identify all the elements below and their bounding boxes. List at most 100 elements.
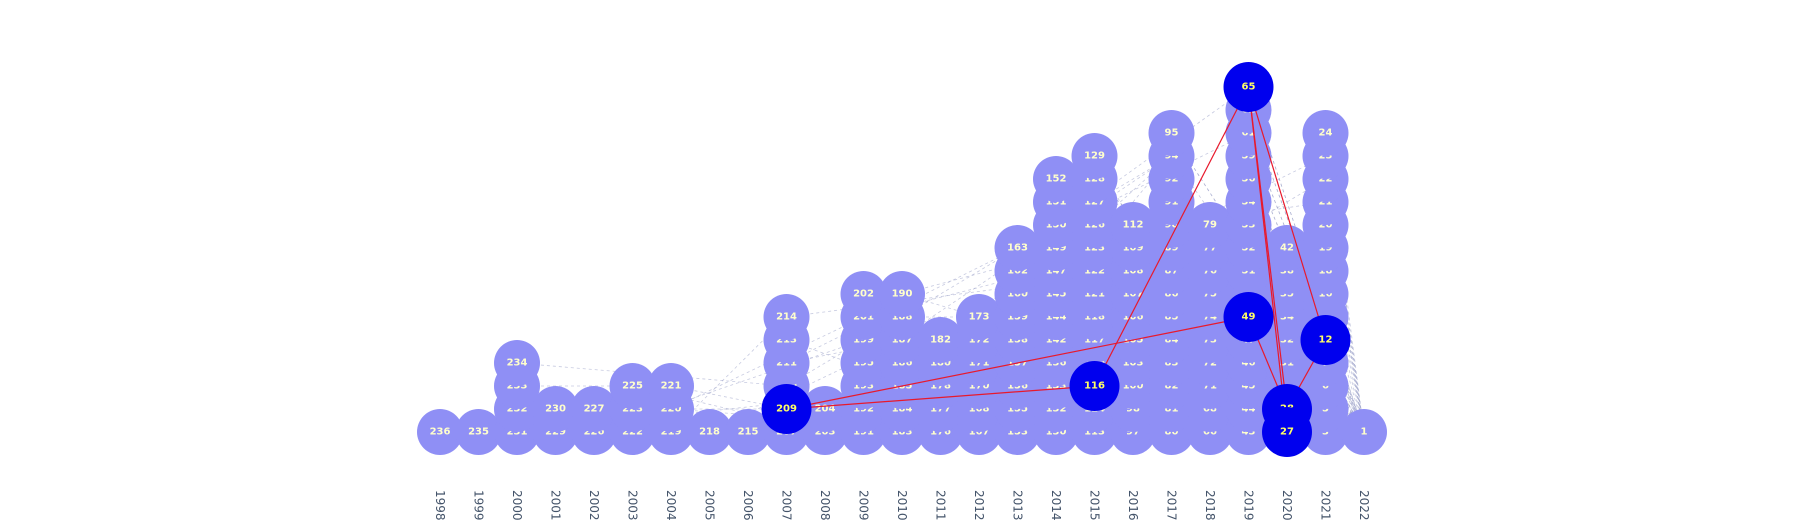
paper-node-label: 94 (1165, 151, 1179, 162)
paper-node[interactable]: 204 (802, 386, 848, 432)
highlight-edges (786, 86, 1327, 433)
paper-node[interactable]: 218 (686, 409, 733, 455)
paper-node-label: 118 (1084, 312, 1105, 323)
paper-node-circle[interactable] (1110, 202, 1156, 248)
paper-node-label: 152 (1046, 174, 1067, 185)
paper-node-label: 77 (1203, 243, 1217, 254)
paper-node-label: 202 (853, 289, 874, 300)
paper-node[interactable]: 79 (1187, 202, 1233, 248)
paper-node-circle[interactable] (802, 386, 848, 432)
paper-node-label: 177 (930, 404, 951, 415)
paper-node-label: 142 (1046, 335, 1067, 346)
paper-node-label: 21 (1319, 197, 1333, 208)
paper-node-circle[interactable] (763, 294, 810, 340)
paper-node-label: 56 (1242, 174, 1256, 185)
highlighted-node-circle[interactable] (761, 384, 812, 434)
paper-node-label: 230 (545, 404, 566, 415)
paper-node-circle[interactable] (917, 317, 964, 363)
year-label: 2022 (1357, 490, 1371, 521)
paper-node-label: 130 (1046, 427, 1067, 438)
paper-node-label: 176 (930, 427, 951, 438)
highlighted-paper-node[interactable]: 27 (1262, 407, 1312, 457)
paper-node-circle[interactable] (840, 271, 887, 317)
highlighted-node-circle[interactable] (1262, 407, 1312, 457)
paper-node-label: 187 (892, 335, 913, 346)
paper-node-label: 68 (1203, 404, 1217, 415)
highlighted-node-circle[interactable] (1300, 315, 1351, 365)
paper-node-circle[interactable] (1264, 225, 1310, 271)
highlighted-node-circle[interactable] (1223, 62, 1274, 112)
paper-node-label: 201 (853, 312, 874, 323)
year-label: 2001 (549, 490, 563, 521)
paper-node-label: 75 (1203, 289, 1217, 300)
paper-node[interactable]: 95 (1148, 110, 1195, 156)
paper-node-circle[interactable] (1341, 409, 1387, 455)
highlighted-nodes-layer: 6549121162092827 (761, 62, 1351, 457)
paper-node[interactable]: 129 (1071, 133, 1118, 179)
paper-node-circle[interactable] (1071, 133, 1118, 179)
highlighted-paper-node[interactable]: 209 (761, 384, 812, 434)
paper-node-circle[interactable] (725, 409, 771, 455)
highlighted-paper-node[interactable]: 116 (1069, 361, 1120, 411)
paper-node[interactable]: 225 (609, 363, 656, 409)
paper-node-label: 223 (622, 404, 643, 415)
paper-node-label: 203 (815, 427, 836, 438)
paper-node-circle[interactable] (994, 225, 1041, 271)
paper-node-circle[interactable] (494, 340, 540, 386)
highlighted-node-circle[interactable] (1223, 292, 1274, 342)
paper-node-circle[interactable] (1148, 110, 1195, 156)
citation-edge (1286, 316, 1365, 433)
year-label: 1998 (433, 490, 447, 521)
highlighted-paper-node[interactable]: 12 (1300, 315, 1351, 365)
paper-node[interactable]: 230 (532, 386, 579, 432)
paper-node[interactable]: 112 (1110, 202, 1156, 248)
paper-node-label: 147 (1046, 266, 1067, 277)
paper-node-label: 184 (892, 404, 913, 415)
paper-node-circle[interactable] (1187, 202, 1233, 248)
paper-node-label: 76 (1203, 266, 1217, 277)
paper-node-label: 31 (1280, 358, 1294, 369)
year-label: 2010 (895, 490, 909, 521)
paper-node-circle[interactable] (1302, 110, 1349, 156)
paper-node[interactable]: 152 (1033, 156, 1079, 202)
year-label: 2013 (1011, 490, 1025, 521)
highlighted-paper-node[interactable]: 49 (1223, 292, 1274, 342)
paper-node[interactable]: 221 (648, 363, 694, 409)
paper-node-label: 107 (1123, 289, 1144, 300)
paper-node-label: 32 (1280, 335, 1294, 346)
paper-node-circle[interactable] (455, 409, 502, 455)
paper-node-circle[interactable] (532, 386, 579, 432)
paper-node[interactable]: 235 (455, 409, 502, 455)
paper-node-label: 89 (1165, 243, 1179, 254)
paper-node[interactable]: 173 (956, 294, 1002, 340)
paper-node[interactable]: 236 (417, 409, 463, 455)
paper-node-circle[interactable] (571, 386, 617, 432)
paper-node[interactable]: 190 (879, 271, 925, 317)
year-label: 2012 (972, 490, 986, 521)
paper-node-circle[interactable] (956, 294, 1002, 340)
paper-node-label: 168 (969, 404, 990, 415)
paper-node[interactable]: 202 (840, 271, 887, 317)
paper-node-label: 85 (1165, 312, 1179, 323)
paper-node[interactable]: 215 (725, 409, 771, 455)
paper-node[interactable]: 227 (571, 386, 617, 432)
paper-node[interactable]: 182 (917, 317, 964, 363)
paper-node-circle[interactable] (648, 363, 694, 409)
paper-node[interactable]: 24 (1302, 110, 1349, 156)
paper-node-circle[interactable] (1033, 156, 1079, 202)
paper-node[interactable]: 214 (763, 294, 810, 340)
paper-node[interactable]: 1 (1341, 409, 1387, 455)
highlighted-node-circle[interactable] (1069, 361, 1120, 411)
paper-node-label: 227 (584, 404, 605, 415)
paper-node-label: 1 (1361, 427, 1368, 438)
paper-node[interactable]: 42 (1264, 225, 1310, 271)
highlighted-paper-node[interactable]: 65 (1223, 62, 1274, 112)
paper-node-circle[interactable] (686, 409, 733, 455)
paper-node-circle[interactable] (417, 409, 463, 455)
year-label: 2018 (1203, 490, 1217, 521)
paper-node[interactable]: 163 (994, 225, 1041, 271)
paper-node-circle[interactable] (879, 271, 925, 317)
paper-node[interactable]: 234 (494, 340, 540, 386)
paper-node-circle[interactable] (609, 363, 656, 409)
